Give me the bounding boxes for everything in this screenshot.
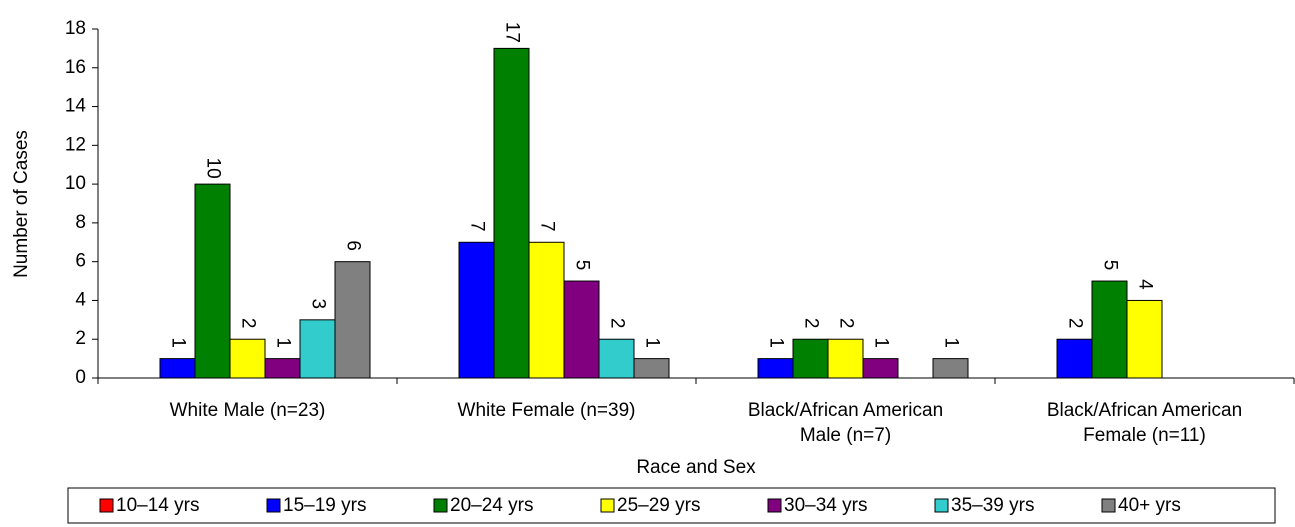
data-label: 17: [501, 22, 522, 43]
data-label: 7: [536, 221, 557, 232]
bar: [827, 338, 864, 379]
bar: [757, 358, 794, 379]
y-tick-label: 4: [75, 289, 86, 310]
data-label: 2: [237, 318, 258, 329]
bar: [932, 358, 969, 379]
bar: [598, 338, 635, 379]
x-axis-title: Race and Sex: [636, 457, 756, 478]
legend-swatch: [99, 498, 114, 513]
bar: [1056, 338, 1093, 379]
legend-swatch: [433, 498, 448, 513]
bar: [862, 358, 899, 379]
x-tick-label: Black/African American Male (n=7): [747, 400, 944, 446]
data-label: 3: [307, 299, 328, 310]
bar: [792, 338, 829, 379]
bar: [194, 183, 231, 379]
legend-swatch: [934, 498, 949, 513]
y-tick-label: 2: [75, 328, 86, 349]
x-tick-label: White Male (n=23): [169, 400, 326, 421]
data-label: 1: [272, 337, 293, 348]
legend-label: 30–34 yrs: [784, 495, 867, 516]
bar: [633, 358, 670, 379]
legend-swatch: [767, 498, 782, 513]
data-label: 2: [835, 318, 856, 329]
legend-label: 35–39 yrs: [951, 495, 1034, 516]
bar: [563, 280, 600, 379]
bar: [458, 241, 495, 379]
data-label: 1: [940, 337, 961, 348]
data-label: 2: [800, 318, 821, 329]
legend-label: 20–24 yrs: [450, 495, 533, 516]
bar: [229, 338, 266, 379]
y-tick-label: 14: [65, 96, 87, 117]
legend-swatch: [1101, 498, 1116, 513]
data-label: 10: [202, 158, 223, 179]
y-tick-label: 10: [65, 173, 86, 194]
data-label: 1: [167, 337, 188, 348]
y-tick-label: 12: [65, 134, 86, 155]
data-label: 7: [466, 221, 487, 232]
data-label: 1: [870, 337, 891, 348]
data-label: 2: [1064, 318, 1085, 329]
y-tick-label: 16: [65, 57, 86, 78]
x-tick-label: Black/African American Female (n=11): [1046, 400, 1243, 446]
bar: [493, 47, 530, 379]
y-tick-label: 0: [75, 367, 86, 388]
data-label: 5: [571, 260, 592, 271]
data-label: 4: [1134, 279, 1155, 290]
data-label: 1: [765, 337, 786, 348]
data-label: 1: [641, 337, 662, 348]
bar: [264, 358, 301, 379]
x-tick-label: White Female (n=39): [457, 400, 636, 421]
legend-label: 15–19 yrs: [283, 495, 366, 516]
data-label: 6: [342, 240, 363, 251]
y-tick-label: 18: [65, 18, 86, 39]
bar: [1091, 280, 1128, 379]
bar: [159, 358, 196, 379]
legend-label: 25–29 yrs: [617, 495, 700, 516]
bar: [528, 241, 565, 379]
y-tick-label: 8: [75, 212, 86, 233]
data-label: 2: [606, 318, 627, 329]
legend-label: 10–14 yrs: [116, 495, 199, 516]
legend-label: 40+ yrs: [1118, 495, 1181, 516]
data-label: 5: [1099, 260, 1120, 271]
y-tick-label: 6: [75, 251, 86, 272]
legend-swatch: [266, 498, 281, 513]
legend-swatch: [600, 498, 615, 513]
bar: [299, 319, 336, 379]
bar: [334, 261, 371, 379]
y-axis-title: Number of Cases: [11, 130, 32, 278]
bar: [1126, 299, 1163, 379]
